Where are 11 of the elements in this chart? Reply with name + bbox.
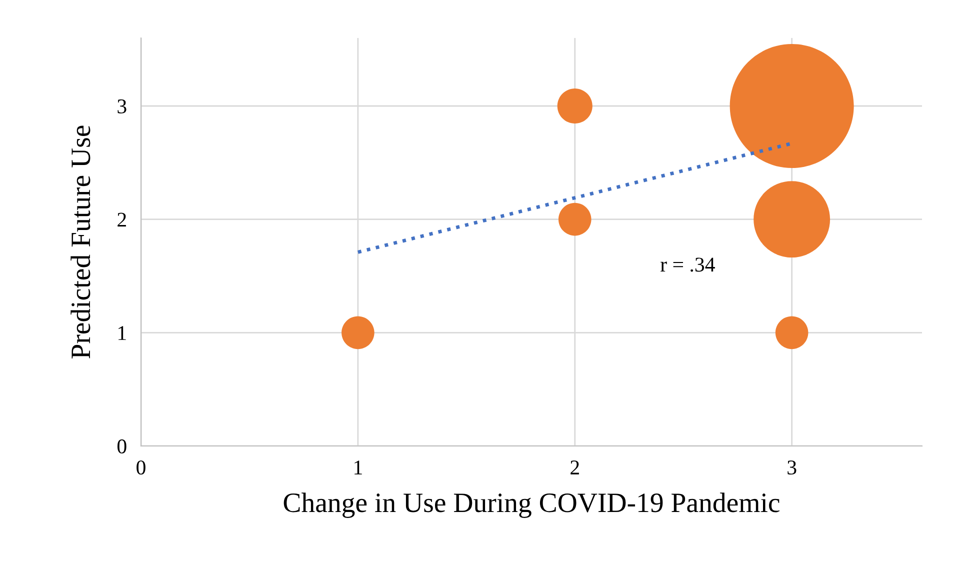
y-tick-label: 2 <box>118 212 126 227</box>
y-axis-title: Predicted Future Use <box>70 126 90 358</box>
annotation: r = .34 <box>660 258 715 272</box>
y-tick-label: 0 <box>117 439 126 454</box>
x-axis-title: Change in Use During COVID-19 Pandemic <box>284 492 780 518</box>
x-tick-label: 3 <box>788 460 796 475</box>
y-tick-label: 3 <box>118 99 126 114</box>
x-tick-label: 1 <box>354 460 362 474</box>
y-tick-label: 1 <box>118 326 126 340</box>
x-tick-label: 0 <box>136 460 146 475</box>
x-tick-label: 2 <box>570 460 579 474</box>
